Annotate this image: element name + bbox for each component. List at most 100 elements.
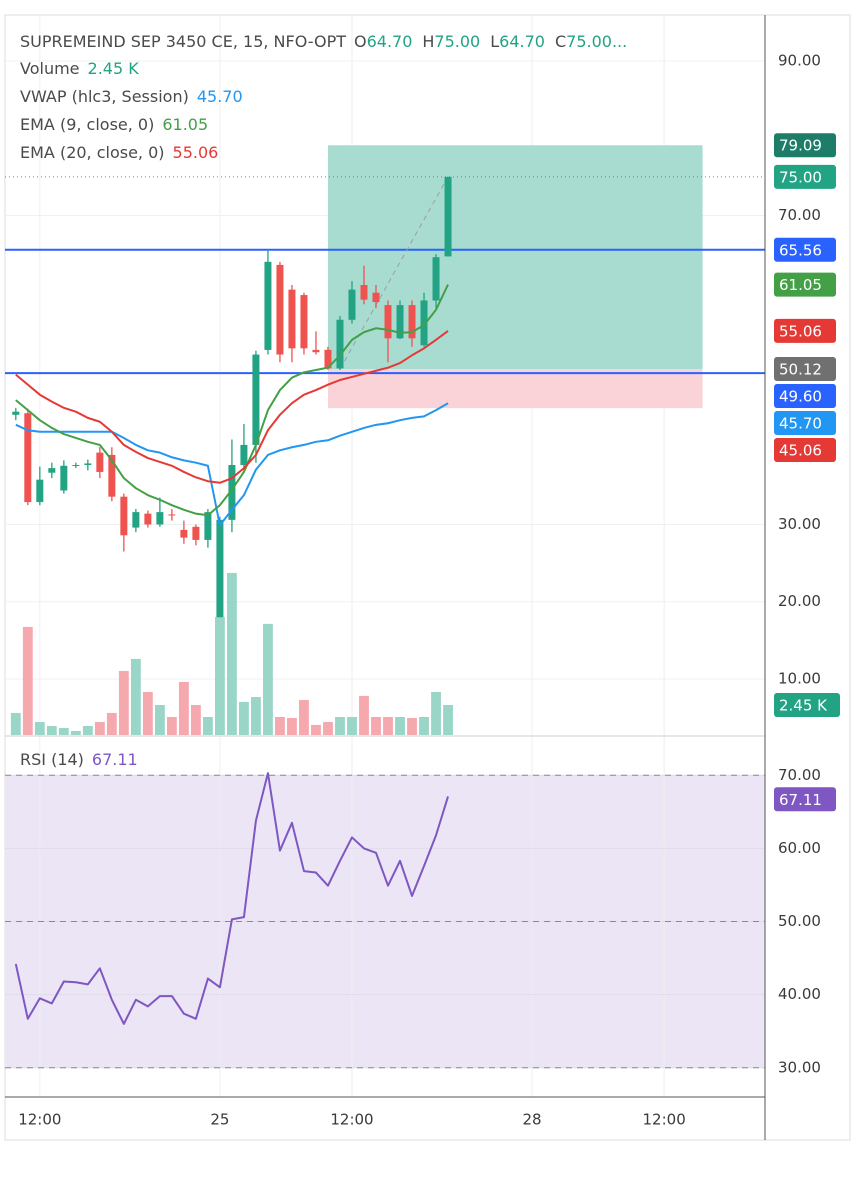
y-tick-label: 30.00 [778,515,821,533]
candle-body [396,305,404,339]
y-tick-label: 20.00 [778,592,821,610]
candle-body [432,257,440,301]
volume-bar [263,623,273,735]
volume-bar [82,725,93,735]
price-tag: 79.09 [774,133,836,158]
volume-bar [106,712,117,735]
ohlc-value: 75.00... [566,32,627,51]
ohlc-key: H [422,32,434,51]
candle-body [180,529,188,538]
price-tag-box [774,133,836,158]
price-tag-label: 79.09 [779,137,822,155]
legend-name: VWAP (hlc3, Session) [20,87,189,106]
volume-bar [118,670,129,735]
price-tag-label: 45.70 [779,415,822,433]
rsi-legend: RSI (14) 67.11 [20,750,138,769]
price-tag-box [774,438,836,463]
volume-bar [395,716,405,735]
symbol: SUPREMEIND SEP 3450 CE, 15, NFO-OPT [20,32,346,51]
ohlc-value: 75.00 [434,32,480,51]
price-tag: 45.70 [774,411,836,436]
volume-bar [214,616,225,735]
price-tag-label: 65.56 [779,241,822,259]
volume-bar [178,681,189,735]
y-tick-label: 90.00 [778,51,821,69]
candle-body [48,468,56,473]
candle-body [132,512,140,528]
candle-body [348,289,356,320]
profit-zone [327,145,703,370]
price-tag-label: 50.12 [779,361,822,379]
price-tag-box [774,357,836,382]
legend-value: 45.70 [197,87,243,106]
price-tag-box [774,787,836,812]
y-tick-label: 30.00 [778,1058,821,1076]
volume-bar [130,658,141,735]
price-tag-box [774,692,840,717]
volume-bar [275,716,285,735]
ohlc-value: 64.70 [367,32,413,51]
volume-bar [22,626,33,735]
ohlc-key: O [354,32,367,51]
candle-body [168,514,176,516]
volume-bar [142,692,153,735]
candle-body [228,465,236,520]
x-tick-label: 12:00 [643,1111,686,1129]
y-tick-label: 70.00 [778,206,821,224]
y-tick-label: 50.00 [778,912,821,930]
price-tag: 45.06 [774,438,836,463]
rsi-line [14,772,449,1025]
candle-body [12,411,20,415]
candle-body [204,512,212,540]
volume-bar [383,716,393,735]
price-tag-label: 75.00 [779,168,822,186]
candle-body [420,300,428,346]
candle-body [84,463,92,465]
volume-bar [94,722,105,735]
candle-body [264,261,272,350]
legend-name: EMA (20, close, 0) [20,143,165,162]
price-tag-label: 49.60 [779,388,822,406]
price-tag-box [774,272,836,297]
price-tag: 50.12 [774,357,836,382]
candle-body [60,465,68,491]
legend-value: 61.05 [162,115,208,134]
volume-bar [323,722,333,735]
candle-body [300,295,308,349]
price-tag: 67.11 [774,787,836,812]
price-tag-box [774,164,836,189]
volume-bar [359,695,369,735]
price-tag-label: 2.45 K [779,696,828,714]
legend-value: 55.06 [173,143,219,162]
price-tag-label: 45.06 [779,442,822,460]
candle-body [288,289,296,349]
legend-value: 67.11 [92,750,138,769]
price-tag-label: 55.06 [779,322,822,340]
volume-bar [251,697,261,735]
price-tag: 75.00 [774,164,836,189]
price-tag: 61.05 [774,272,836,297]
candle-body [120,496,128,536]
candle-body [336,319,344,369]
candle-body [240,444,248,465]
ohlc-key: L [490,32,499,51]
candle-body [372,292,380,302]
price-tag-label: 61.05 [779,276,822,294]
indicator-legend: EMA (9, close, 0) 61.05 [20,115,208,134]
volume-bar [226,572,237,735]
volume-bar [371,716,381,735]
candle-body [408,305,416,339]
candle-body [252,354,260,445]
candle-body [360,285,368,300]
symbol-legend: SUPREMEIND SEP 3450 CE, 15, NFO-OPT O64.7… [20,32,627,51]
volume-bar [443,704,453,735]
price-tag-box [774,318,836,343]
y-tick-label: 40.00 [778,985,821,1003]
volume-bar [190,704,201,735]
volume-bar [287,717,297,735]
price-tag: 55.06 [774,318,836,343]
price-tag: 49.60 [774,384,836,409]
candle-body [36,479,44,503]
ohlc-value: 64.70 [499,32,545,51]
